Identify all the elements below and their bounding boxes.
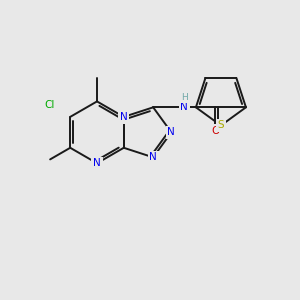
Text: N: N bbox=[149, 152, 157, 162]
Text: N: N bbox=[93, 158, 101, 168]
Text: N: N bbox=[180, 102, 188, 112]
Text: N: N bbox=[120, 112, 127, 122]
Text: S: S bbox=[218, 121, 224, 130]
Text: O: O bbox=[211, 125, 219, 136]
Text: H: H bbox=[181, 92, 188, 101]
Text: N: N bbox=[167, 127, 175, 137]
Text: Cl: Cl bbox=[44, 100, 55, 110]
